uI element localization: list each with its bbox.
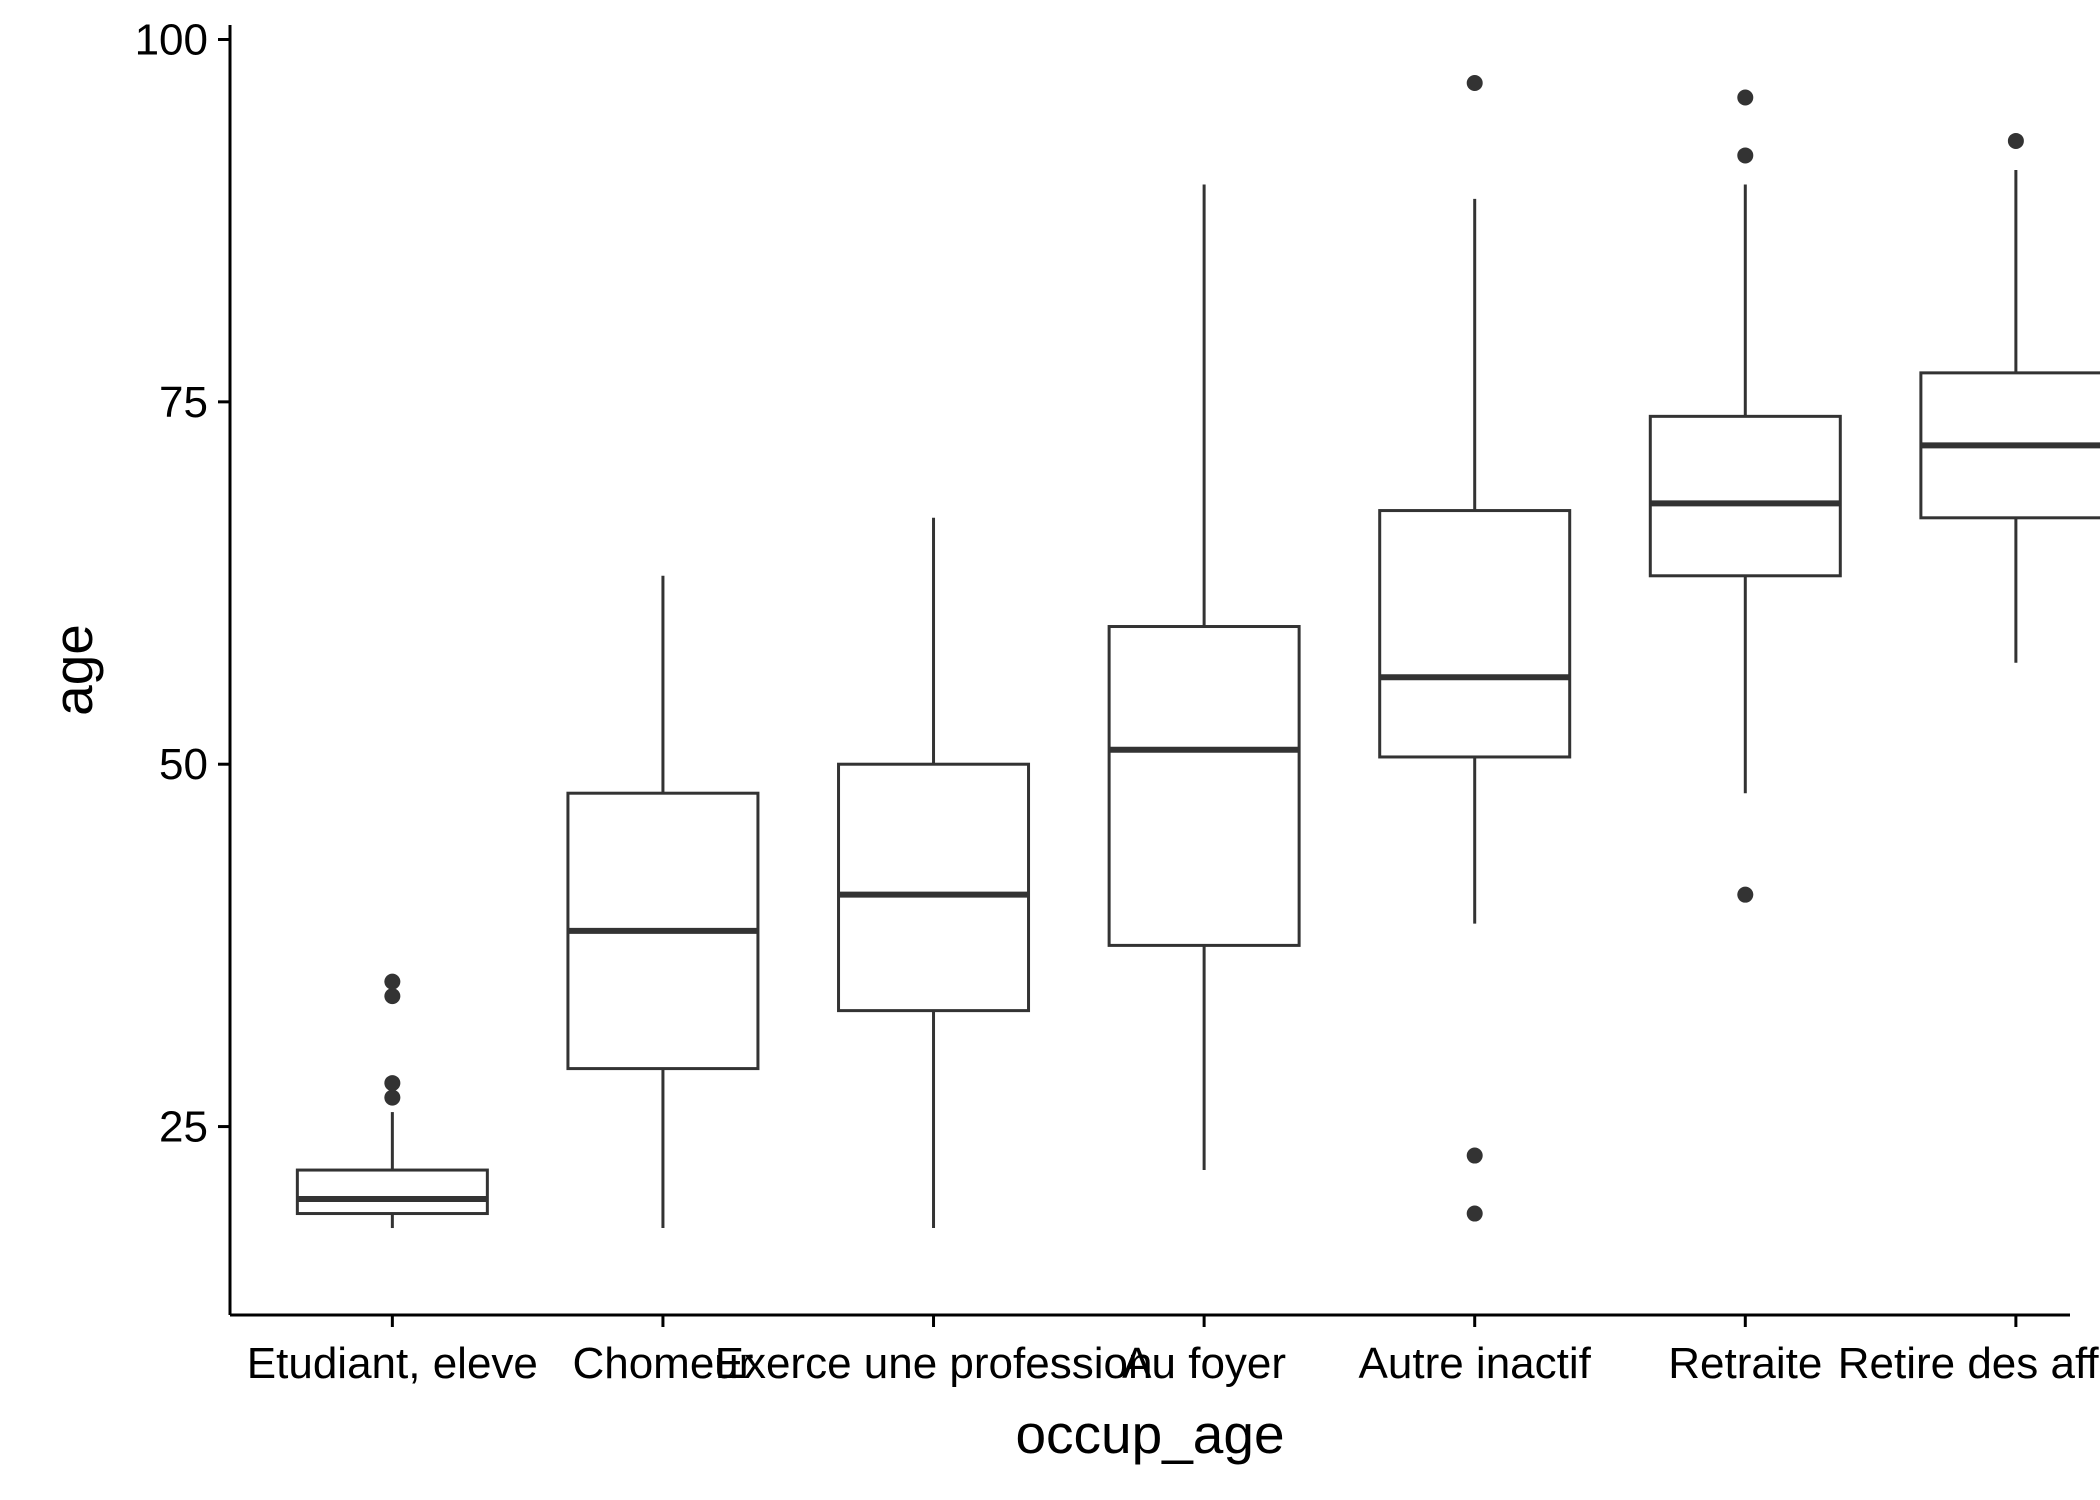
y-tick-label: 25: [159, 1103, 208, 1152]
outlier-point: [1737, 147, 1754, 164]
outlier-point: [1466, 1147, 1483, 1164]
outlier-point: [1466, 1205, 1483, 1222]
outlier-point: [384, 988, 401, 1005]
x-tick-label: Retraite: [1668, 1339, 1822, 1388]
box-group: [295, 973, 489, 1229]
box-group: [837, 517, 1031, 1229]
y-tick-label: 75: [159, 378, 208, 427]
box-group: [1107, 184, 1301, 1171]
outlier-point: [384, 1075, 401, 1092]
box-iqr: [1648, 414, 1842, 578]
box-iqr: [1107, 625, 1301, 947]
box-iqr: [1378, 509, 1572, 759]
outlier-point: [384, 973, 401, 990]
x-tick-label: Retire des affaires: [1838, 1339, 2100, 1388]
outlier-point: [1737, 89, 1754, 106]
x-tick-label: Chomeur: [572, 1339, 753, 1388]
plot-area: [295, 74, 2100, 1229]
y-tick-label: 50: [159, 740, 208, 789]
outlier-point: [1466, 74, 1483, 91]
y-tick-label: 100: [135, 15, 208, 64]
x-tick-label: Exerce une profession: [715, 1339, 1153, 1388]
outlier-point: [384, 1089, 401, 1106]
y-axis-ticks: 25 50 75 100: [135, 15, 230, 1152]
outlier-point: [2007, 132, 2024, 149]
y-axis-title: age: [42, 624, 104, 716]
outlier-point: [1737, 886, 1754, 903]
x-tick-label: Autre inactif: [1359, 1339, 1592, 1388]
box-group: [1378, 74, 1572, 1222]
x-tick-label: Au foyer: [1122, 1339, 1286, 1388]
box-iqr: [837, 762, 1031, 1013]
x-axis-title: occup_age: [1015, 1403, 1284, 1465]
box-group: [1648, 89, 1842, 903]
box-group: [566, 575, 760, 1229]
x-tick-label: Etudiant, eleve: [247, 1339, 538, 1388]
box-group: [1919, 132, 2100, 663]
box-iqr: [295, 1168, 489, 1216]
